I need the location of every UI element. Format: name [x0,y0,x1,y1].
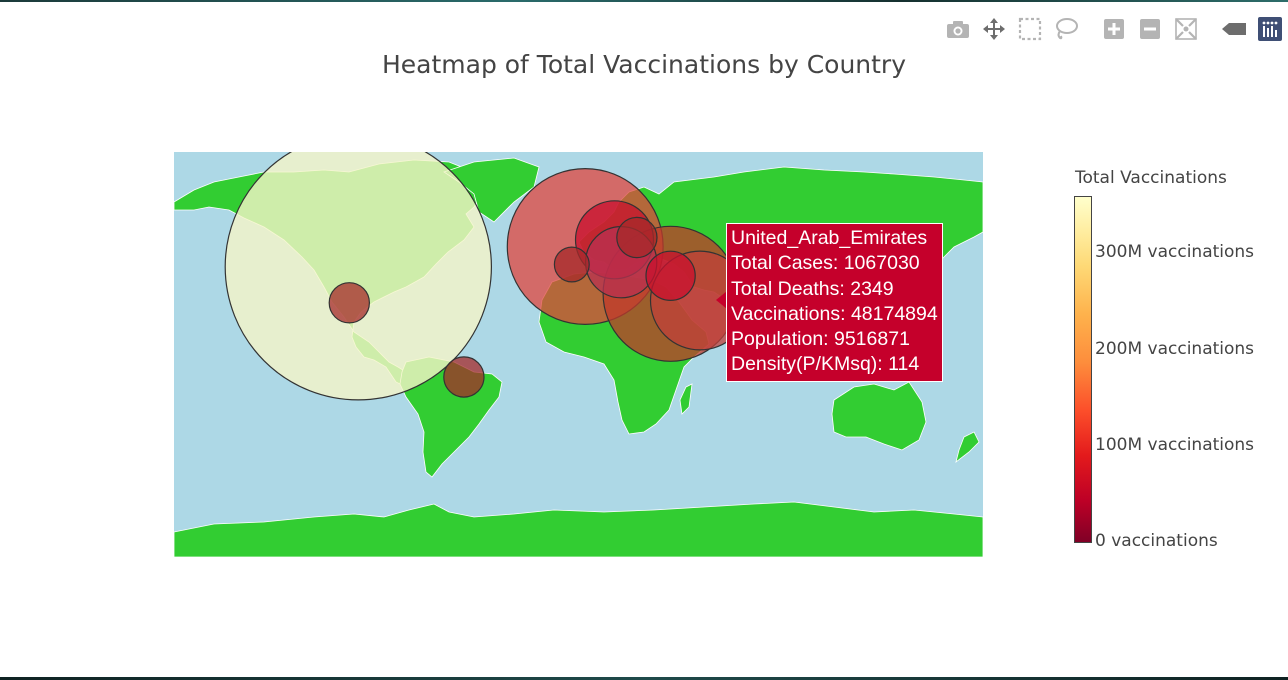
lasso-icon[interactable] [1048,14,1084,44]
reset-icon[interactable] [1168,14,1204,44]
colorbar-tick-label: 100M vaccinations [1095,435,1255,455]
bubble-marker[interactable] [443,356,485,398]
zoom-out-icon[interactable] [1132,14,1168,44]
window-top-edge [0,0,1288,2]
hover-tooltip: United_Arab_Emirates Total Cases: 106703… [726,223,943,382]
pan-icon[interactable] [976,14,1012,44]
plotly-logo-icon[interactable] [1252,14,1288,44]
bubble-layer[interactable] [224,152,750,401]
hover-total-deaths: Total Deaths: 2349 [731,277,894,300]
colorbar-tick-label: 0 vaccinations [1095,531,1218,551]
hover-density: Density(P/KMsq): 114 [731,353,920,376]
landmass-antarctica [174,501,983,557]
colorbar-tick-label: 200M vaccinations [1095,339,1255,359]
bubble-marker[interactable] [328,282,370,324]
bubble-marker[interactable] [553,246,590,283]
hover-tooltip-arrow [716,291,727,309]
colorbar-tick-label: 300M vaccinations [1095,242,1255,262]
zoom-in-icon[interactable] [1096,14,1132,44]
landmass-new-zealand [955,431,980,464]
bubble-marker[interactable] [616,216,658,259]
hover-total-cases: Total Cases: 1067030 [731,252,920,275]
box-select-icon[interactable] [1012,14,1048,44]
geo-map-svg[interactable] [174,152,983,557]
landmass-madagascar [679,383,693,415]
bubble-marker[interactable] [645,250,696,302]
landmass-australia [831,381,927,451]
colorbar-title: Total Vaccinations [1075,168,1227,188]
geo-map[interactable] [174,152,983,557]
hover-vaccinations: Vaccinations: 48174894 [731,302,938,325]
hover-population: Population: 9516871 [731,328,910,351]
chart-title: Heatmap of Total Vaccinations by Country [381,50,907,79]
bubble-marker[interactable] [224,152,492,401]
hover-country: United_Arab_Emirates [731,227,928,249]
window-bottom-edge [0,677,1288,680]
landmass-greenland [443,157,540,223]
hover-icon[interactable] [1216,14,1252,44]
camera-icon[interactable] [940,14,976,44]
colorbar [1074,196,1092,543]
plot-modebar [940,14,1288,44]
